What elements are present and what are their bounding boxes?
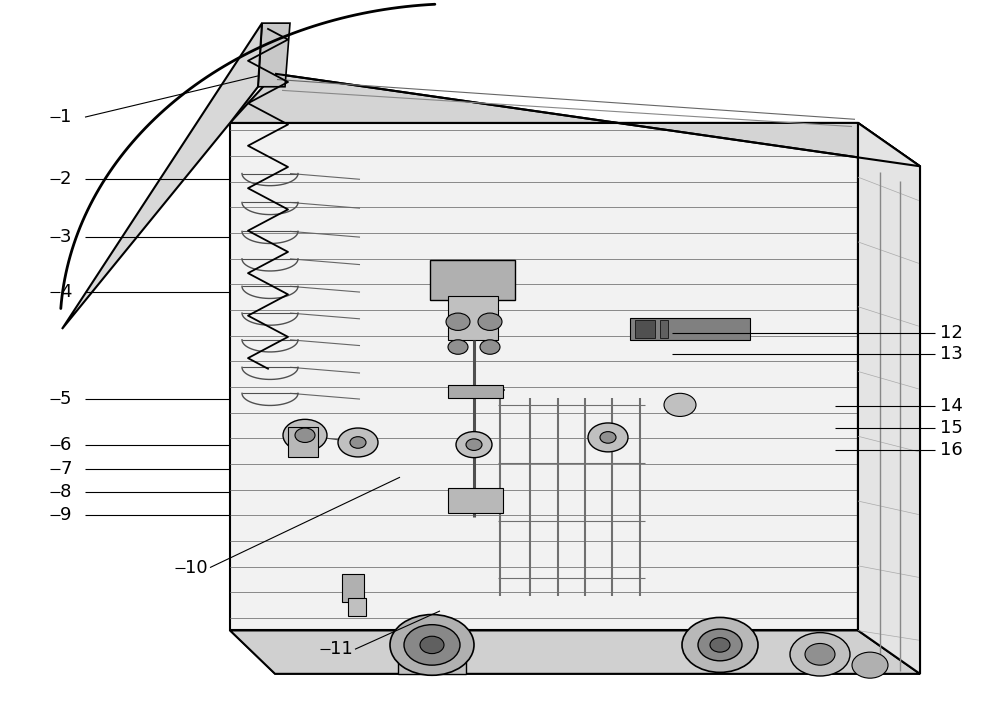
Bar [342,574,364,602]
Circle shape [664,393,696,416]
Text: 2: 2 [60,171,72,188]
Text: 9: 9 [60,506,72,523]
Circle shape [466,439,482,450]
Bar [448,296,498,340]
Text: 3: 3 [60,228,72,246]
Bar [660,320,668,338]
Circle shape [456,432,492,458]
Circle shape [698,629,742,661]
Bar [398,641,466,674]
Bar [348,598,366,616]
Text: 4: 4 [60,283,72,301]
Circle shape [283,419,327,451]
Polygon shape [858,123,920,674]
Polygon shape [258,23,290,87]
Bar [430,260,515,300]
Bar [630,318,750,340]
Text: 5: 5 [60,390,72,408]
Circle shape [852,652,888,678]
Bar [448,488,503,513]
Bar [448,385,503,398]
Circle shape [790,633,850,676]
Text: 16: 16 [940,441,963,458]
Text: 15: 15 [940,419,963,437]
Circle shape [480,340,500,354]
Circle shape [420,636,444,654]
Circle shape [390,615,474,675]
Text: 1: 1 [60,108,71,126]
Text: 6: 6 [60,436,71,453]
Circle shape [446,313,470,330]
Polygon shape [230,630,920,674]
Circle shape [404,625,460,665]
Circle shape [448,340,468,354]
Text: 7: 7 [60,460,72,477]
Text: 8: 8 [60,483,71,500]
Text: 14: 14 [940,398,963,415]
Text: 10: 10 [185,559,208,576]
Text: 13: 13 [940,346,963,363]
Polygon shape [230,74,920,166]
Circle shape [350,437,366,448]
Bar [288,427,318,457]
Circle shape [338,428,378,457]
Polygon shape [62,23,262,329]
Circle shape [805,643,835,665]
Text: 12: 12 [940,324,963,341]
Circle shape [710,638,730,652]
Polygon shape [230,630,920,674]
Circle shape [478,313,502,330]
Circle shape [600,432,616,443]
Circle shape [295,428,315,442]
Polygon shape [230,123,858,630]
Polygon shape [858,123,920,674]
Text: 11: 11 [330,641,353,658]
Bar [635,320,655,338]
Circle shape [682,617,758,672]
Circle shape [588,423,628,452]
